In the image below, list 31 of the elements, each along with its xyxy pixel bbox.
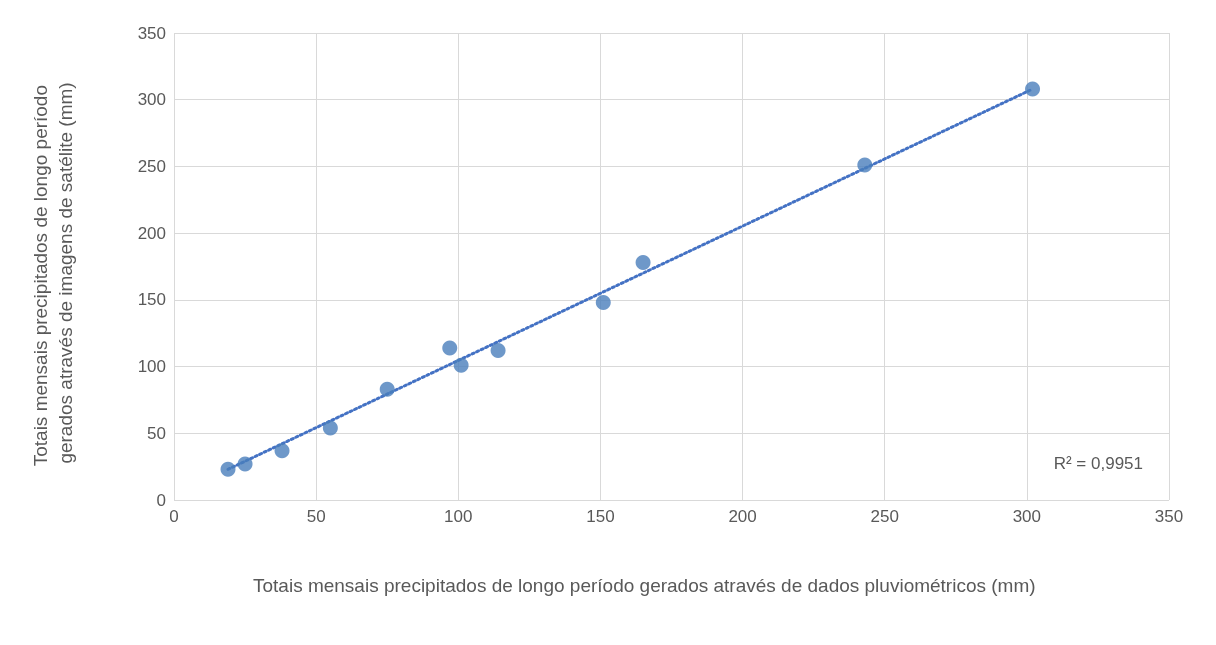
point [595, 295, 611, 311]
point [453, 357, 469, 373]
point [220, 461, 236, 477]
y-tick-label: 150 [137, 290, 166, 310]
point [857, 157, 873, 173]
point [442, 340, 458, 356]
point [322, 420, 338, 436]
y-tick-label: 350 [137, 23, 166, 43]
x-tick-label: 50 [306, 507, 326, 526]
point [635, 255, 651, 270]
x-tick-label: 200 [728, 507, 757, 526]
x-tick-label: 100 [444, 507, 473, 526]
y-tick-label: 250 [137, 156, 166, 176]
x-axis-title: Totais mensais precipitados de longo período gerados através de dados pluviométricos (mm) [253, 575, 1036, 596]
point [274, 443, 290, 459]
point [490, 343, 506, 359]
x-tick-label: 250 [870, 507, 899, 526]
y-axis-title: Totais mensais precipitados de longo período gerados através de imagens de satélite (mm) [30, 79, 76, 467]
annotation: R² = 0,9951 [1053, 454, 1143, 473]
x-tick-label: 300 [1012, 507, 1042, 526]
x-tick-label: 150 [586, 507, 615, 526]
y-tick-label: 50 [147, 423, 166, 443]
y-tick-label: 300 [137, 90, 166, 110]
x-tick-label: 0 [169, 507, 179, 526]
y-tick-label: 200 [137, 223, 166, 243]
point [237, 456, 253, 472]
y-tick-label: 100 [137, 357, 166, 377]
point [1025, 81, 1041, 97]
point [379, 381, 395, 397]
y-tick-label: 0 [156, 490, 166, 510]
x-tick-label: 350 [1154, 507, 1184, 526]
